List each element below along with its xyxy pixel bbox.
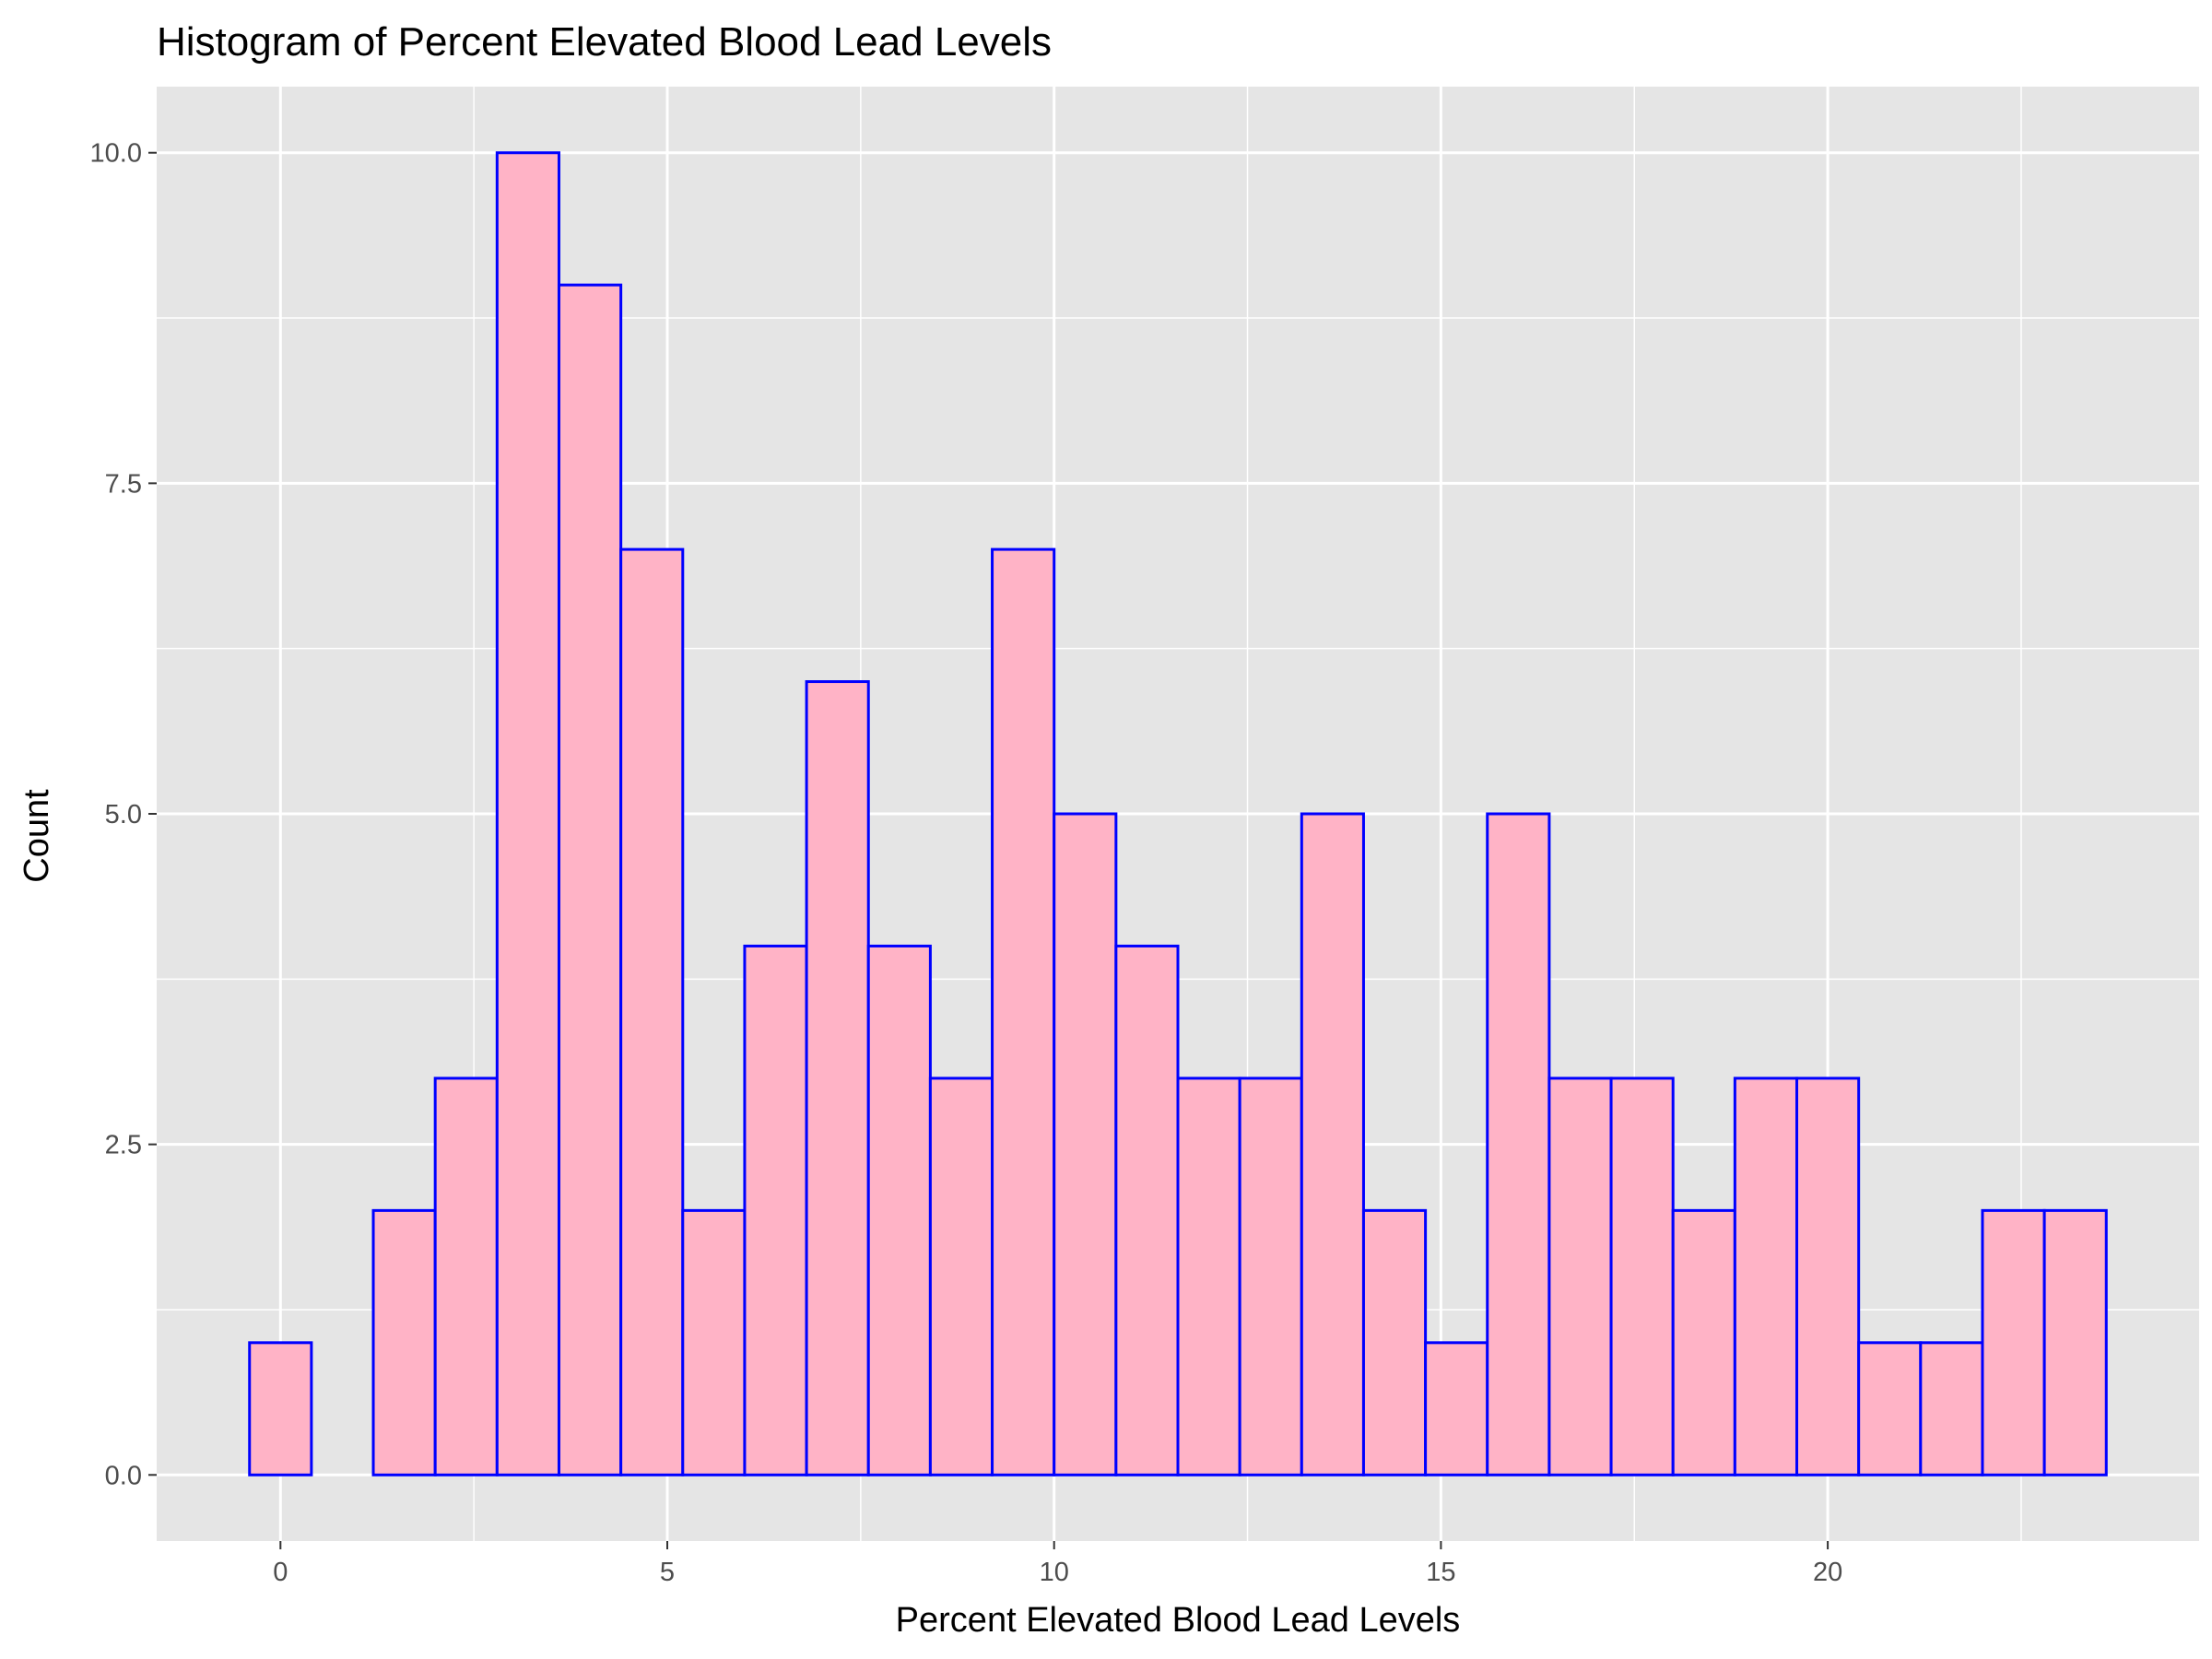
histogram-bar: [1857, 1341, 1923, 1477]
histogram-bar: [1919, 1341, 1984, 1477]
histogram-bar: [619, 547, 685, 1477]
histogram-bar: [681, 1208, 747, 1477]
histogram-bar: [2042, 1208, 2108, 1477]
histogram-bar: [1053, 812, 1118, 1477]
x-axis: 0 5 10 15 20: [273, 1541, 1842, 1587]
histogram-bar: [928, 1077, 994, 1477]
histogram-bar: [1424, 1341, 1489, 1477]
histogram-bar: [1300, 812, 1365, 1477]
y-tick-label: 7.5: [105, 469, 142, 499]
y-axis: 0.0 2.5 5.0 7.5 10.0: [90, 139, 157, 1490]
x-tick-label: 20: [1813, 1558, 1842, 1587]
histogram-bar: [866, 944, 932, 1477]
histogram-bar: [743, 944, 808, 1477]
histogram-bar: [248, 1341, 313, 1477]
y-tick-label: 2.5: [105, 1131, 142, 1160]
y-tick-label: 0.0: [105, 1461, 142, 1490]
histogram-bar: [1361, 1208, 1428, 1477]
x-tick-label: 10: [1040, 1558, 1069, 1587]
histogram-bar: [1733, 1077, 1799, 1477]
histogram-bar: [1176, 1077, 1241, 1477]
x-axis-title: Percent Elevated Blood Lead Levels: [896, 1601, 1461, 1640]
y-tick-label: 5.0: [105, 800, 142, 830]
x-tick-label: 0: [273, 1558, 288, 1587]
x-tick-label: 5: [660, 1558, 675, 1587]
histogram-bar: [805, 680, 870, 1477]
chart-title: Histogram of Percent Elevated Blood Lead…: [157, 19, 1052, 65]
x-tick-label: 15: [1426, 1558, 1455, 1587]
histogram-bar: [1486, 812, 1551, 1477]
histogram-bar: [1609, 1077, 1675, 1477]
histogram-bar: [371, 1208, 437, 1477]
y-tick-label: 10.0: [90, 139, 142, 169]
histogram-bar: [1795, 1077, 1861, 1477]
histogram-bar: [991, 547, 1056, 1477]
histogram-bar: [1547, 1077, 1613, 1477]
histogram-bar: [557, 283, 623, 1477]
histogram-bar: [1671, 1208, 1736, 1477]
y-axis-title: Count: [18, 789, 56, 883]
histogram-bars: [248, 151, 2108, 1477]
histogram-bar: [433, 1077, 499, 1477]
histogram-bar: [495, 151, 560, 1477]
histogram-bar: [1114, 944, 1180, 1477]
histogram-bar: [1981, 1208, 2046, 1477]
histogram-bar: [1238, 1077, 1303, 1477]
